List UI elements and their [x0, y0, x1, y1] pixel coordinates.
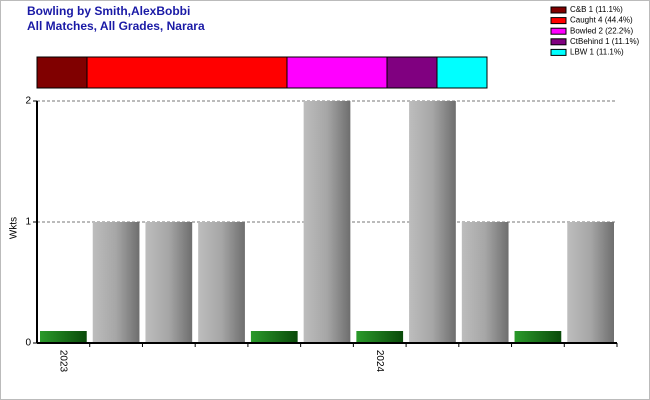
segment [86, 56, 288, 89]
x-tick-label: 2024 [374, 350, 385, 373]
bar [409, 101, 456, 343]
legend-swatch [550, 38, 567, 46]
bar [198, 222, 245, 343]
chart-subtitle: All Matches, All Grades, Narara [27, 19, 205, 33]
segment [386, 56, 438, 89]
segment [436, 56, 488, 89]
bar [92, 222, 140, 343]
legend-swatch [550, 6, 567, 14]
legend-label: C&B 1 (11.1%) [570, 5, 623, 14]
chart-title: Bowling by Smith,AlexBobbi [27, 4, 190, 18]
bar [145, 222, 193, 343]
y-axis-label: Wkts [9, 217, 20, 239]
legend-swatch [550, 27, 567, 35]
segment [286, 56, 388, 89]
bar [303, 101, 351, 343]
segment [36, 56, 88, 89]
legend-label: Caught 4 (44.4%) [570, 16, 633, 25]
bar [514, 331, 562, 343]
legend-swatch [550, 48, 567, 56]
bar [567, 222, 614, 343]
y-tick-label: 1 [25, 217, 31, 228]
bar [250, 331, 298, 343]
x-tick-label: 2023 [58, 350, 69, 373]
y-tick-label: 0 [25, 338, 31, 349]
legend-label: Bowled 2 (22.2%) [570, 26, 633, 35]
bar [40, 331, 87, 343]
y-tick-label: 2 [25, 96, 31, 107]
legend-label: CtBehind 1 (11.1%) [570, 37, 640, 46]
bar [461, 222, 509, 343]
legend-swatch [550, 17, 567, 25]
bar [356, 331, 404, 343]
legend-label: LBW 1 (11.1%) [570, 48, 624, 57]
